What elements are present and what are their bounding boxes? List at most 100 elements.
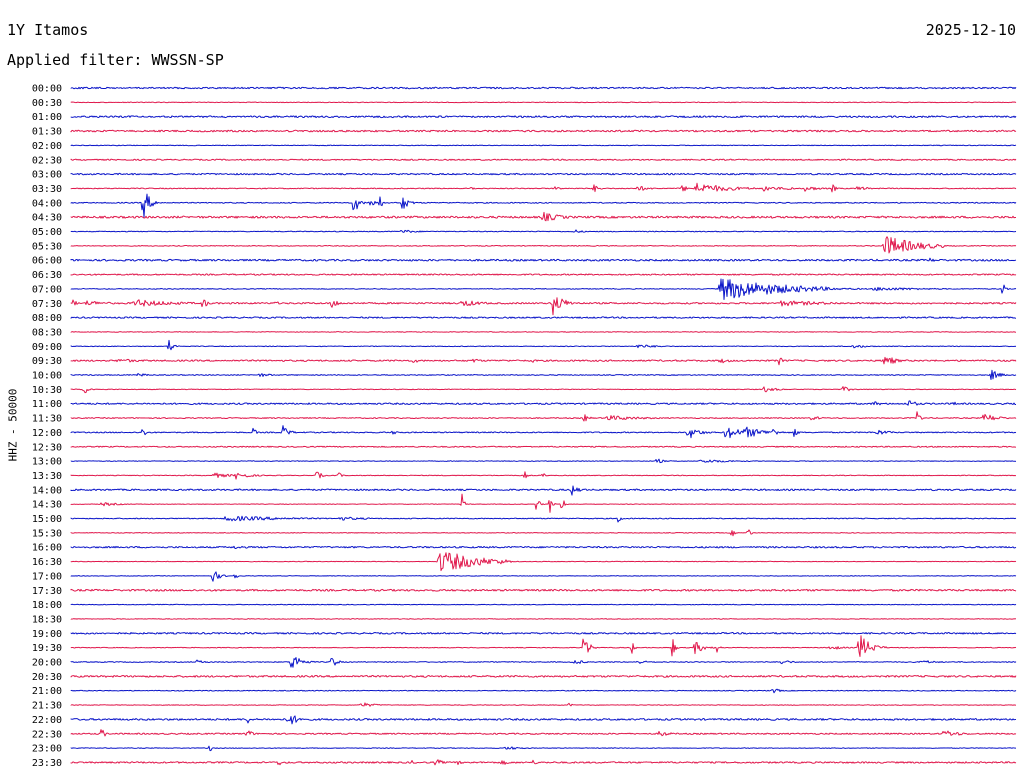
row-label-1200: 12:00 [32, 428, 62, 439]
row-label-0530: 05:30 [32, 241, 62, 252]
trace-row-2330 [70, 759, 1017, 766]
row-label-1000: 10:00 [32, 371, 62, 382]
row-label-1430: 14:30 [32, 500, 62, 511]
trace-row-1700 [70, 571, 1017, 582]
trace-row-1530 [70, 529, 1017, 537]
row-label-2300: 23:00 [32, 744, 62, 755]
trace-row-1800 [70, 603, 1017, 606]
trace-row-0030 [70, 101, 1017, 104]
row-label-1300: 13:00 [32, 457, 62, 468]
row-label-0730: 07:30 [32, 299, 62, 310]
row-label-2100: 21:00 [32, 686, 62, 697]
trace-row-0500 [70, 229, 1017, 233]
trace-row-0330 [70, 182, 1017, 193]
trace-row-1500 [70, 515, 1017, 523]
trace-row-0700 [70, 278, 1017, 300]
trace-row-0100 [70, 115, 1017, 119]
trace-row-2300 [70, 745, 1017, 752]
row-label-2230: 22:30 [32, 729, 62, 740]
trace-row-1300 [70, 458, 1017, 464]
trace-row-2230 [70, 729, 1017, 737]
row-label-0130: 01:30 [32, 127, 62, 138]
trace-row-1200 [70, 425, 1017, 439]
trace-row-0930 [70, 356, 1017, 366]
row-label-1130: 11:30 [32, 414, 62, 425]
row-label-0630: 06:30 [32, 270, 62, 281]
trace-row-2100 [70, 688, 1017, 694]
trace-row-2030 [70, 674, 1017, 678]
filter-label: Applied filter: WWSSN-SP [7, 51, 224, 69]
trace-row-0230 [70, 158, 1017, 161]
row-label-1630: 16:30 [32, 557, 62, 568]
row-label-0030: 00:30 [32, 98, 62, 109]
row-label-2200: 22:00 [32, 715, 62, 726]
row-label-0600: 06:00 [32, 256, 62, 267]
row-label-0430: 04:30 [32, 213, 62, 224]
row-label-1530: 15:30 [32, 528, 62, 539]
trace-row-0130 [70, 129, 1017, 133]
row-label-0700: 07:00 [32, 284, 62, 295]
row-label-1730: 17:30 [32, 586, 62, 597]
date-label: 2025-12-10 [925, 21, 1016, 39]
row-label-0300: 03:00 [32, 170, 62, 181]
trace-row-1600 [70, 545, 1017, 549]
row-label-2000: 20:00 [32, 658, 62, 669]
row-label-1800: 18:00 [32, 600, 62, 611]
seismic-traces [70, 86, 1017, 766]
row-time-labels: 00:00 00:30 01:00 01:30 02:00 02:30 03:00 03:30… [32, 84, 62, 769]
row-label-1230: 12:30 [32, 442, 62, 453]
row-label-0230: 02:30 [32, 155, 62, 166]
trace-row-2000 [70, 657, 1017, 668]
trace-row-0800 [70, 316, 1017, 319]
row-label-0200: 02:00 [32, 141, 62, 152]
trace-row-1730 [70, 588, 1017, 592]
row-label-1900: 19:00 [32, 629, 62, 640]
row-label-1830: 18:30 [32, 614, 62, 625]
trace-row-0200 [70, 144, 1017, 147]
trace-row-0300 [70, 172, 1017, 176]
row-label-1930: 19:30 [32, 643, 62, 654]
row-label-0000: 00:00 [32, 84, 62, 95]
trace-row-1330 [70, 471, 1017, 480]
row-label-1600: 16:00 [32, 543, 62, 554]
trace-row-1930 [70, 635, 1017, 658]
trace-row-1400 [70, 485, 1017, 496]
trace-row-1430 [70, 493, 1017, 513]
row-label-1100: 11:00 [32, 399, 62, 410]
trace-row-0830 [70, 331, 1017, 333]
trace-row-0630 [70, 273, 1017, 276]
trace-row-1030 [70, 386, 1017, 394]
trace-row-0400 [70, 193, 1017, 218]
row-label-1400: 14:00 [32, 485, 62, 496]
row-label-0930: 09:30 [32, 356, 62, 367]
row-label-0830: 08:30 [32, 327, 62, 338]
trace-row-2130 [70, 702, 1016, 707]
trace-row-2200 [70, 715, 1017, 725]
row-label-0400: 04:00 [32, 198, 62, 209]
row-label-0800: 08:00 [32, 313, 62, 324]
trace-row-0900 [70, 339, 1017, 351]
row-label-1330: 13:30 [32, 471, 62, 482]
trace-row-1230 [70, 445, 1017, 448]
trace-row-0730 [70, 297, 1017, 316]
trace-row-0530 [70, 236, 1017, 254]
row-label-0900: 09:00 [32, 342, 62, 353]
row-label-0500: 05:00 [32, 227, 62, 238]
row-label-1030: 10:30 [32, 385, 62, 396]
trace-row-1130 [70, 411, 1017, 422]
row-label-0100: 01:00 [32, 112, 62, 123]
trace-row-0430 [70, 211, 1017, 222]
row-label-2130: 21:30 [32, 701, 62, 712]
row-label-1500: 15:00 [32, 514, 62, 525]
trace-row-1630 [70, 552, 1017, 572]
trace-row-0000 [70, 86, 1017, 90]
trace-row-1100 [70, 400, 1017, 406]
trace-row-0600 [70, 257, 1017, 262]
row-label-2030: 20:30 [32, 672, 62, 683]
trace-row-1000 [70, 369, 1017, 381]
trace-row-1900 [70, 632, 1017, 635]
row-label-2330: 23:30 [32, 758, 62, 769]
trace-row-1830 [70, 618, 1017, 620]
station-title: 1Y Itamos [7, 21, 89, 39]
